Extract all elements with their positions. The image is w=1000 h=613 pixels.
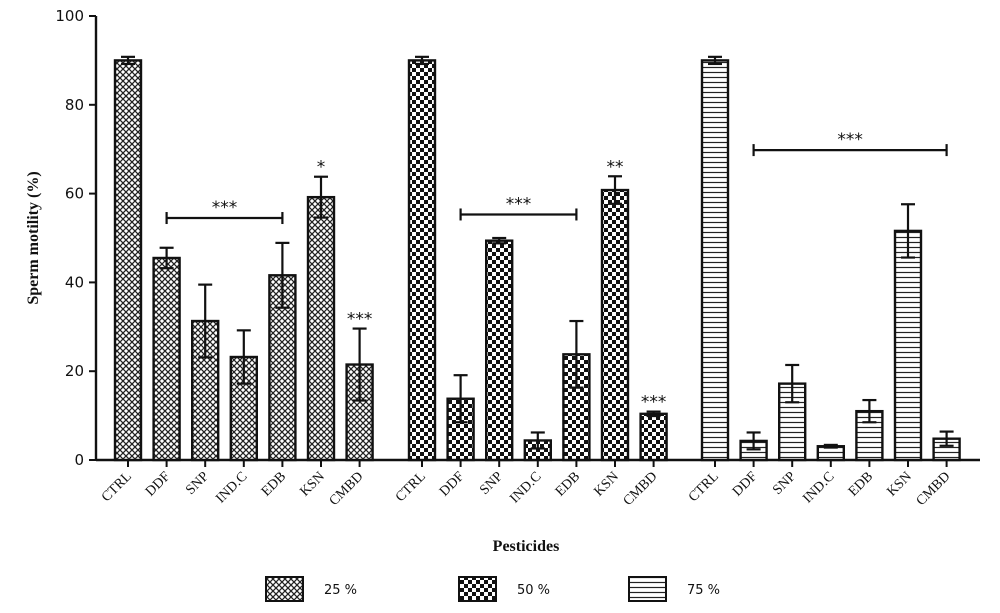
- x-tick-label: KSN: [884, 469, 914, 499]
- bar-2-ksn: [893, 229, 923, 462]
- y-tick-label: 80: [65, 96, 84, 114]
- legend-label: 25 %: [324, 583, 357, 598]
- bar-0-snp: [190, 319, 220, 462]
- legend-swatch: [628, 576, 667, 602]
- legend: 25 % 50 % 75 %: [265, 576, 720, 602]
- x-tick-label: SNP: [183, 469, 212, 498]
- bracket-label: ***: [212, 198, 238, 218]
- x-tick-label: CMBD: [327, 469, 367, 509]
- legend-swatch: [265, 576, 304, 602]
- x-tick-label: DDF: [143, 469, 174, 500]
- bracket-label: ***: [837, 130, 863, 150]
- legend-swatch: [458, 576, 497, 602]
- legend-label: 75 %: [687, 583, 720, 598]
- significance-annotations: ******************: [165, 130, 948, 413]
- x-tick-label: EDB: [259, 469, 289, 499]
- x-tick-label: SNP: [477, 469, 506, 498]
- x-tick-label: EDB: [846, 469, 876, 499]
- x-tick-label: CTRL: [393, 469, 429, 505]
- x-tick-label: DDF: [730, 469, 761, 500]
- x-tick-label: SNP: [770, 469, 799, 498]
- bar-0-ksn: [306, 195, 336, 462]
- y-tick-label: 0: [74, 451, 84, 469]
- y-axis-title: Sperm motility (%): [25, 171, 42, 304]
- bar-1-snp: [485, 239, 514, 462]
- bracket-label: ***: [506, 194, 532, 214]
- x-tick-label: KSN: [297, 469, 327, 499]
- x-tick-label: EDB: [553, 469, 583, 499]
- y-tick-label: 100: [55, 7, 84, 25]
- x-tick-label: IND.C: [213, 469, 250, 506]
- significance-star: **: [607, 157, 624, 177]
- bar-1-ksn: [600, 188, 630, 462]
- legend-label: 50 %: [517, 583, 550, 598]
- x-tick-label: CMBD: [914, 469, 954, 509]
- bar-1-ctrl: [407, 59, 437, 462]
- x-tick-label: CTRL: [686, 469, 722, 505]
- bar-0-ctrl: [113, 59, 143, 462]
- bar-0-ddf: [152, 256, 181, 462]
- significance-star: ***: [347, 310, 373, 330]
- x-tick-label: KSN: [591, 469, 621, 499]
- significance-star: ***: [641, 393, 667, 413]
- bars: [113, 55, 961, 462]
- bar-2-edb: [855, 409, 884, 462]
- bar-2-ctrl: [700, 59, 730, 462]
- significance-star: *: [317, 158, 326, 178]
- y-tick-label: 60: [65, 185, 84, 203]
- x-tick-label: CMBD: [621, 469, 661, 509]
- x-axis-title: Pesticides: [493, 538, 560, 555]
- y-tick-label: 20: [65, 362, 84, 380]
- x-tick-label: IND.C: [507, 469, 544, 506]
- x-tick-label: IND.C: [800, 469, 837, 506]
- y-tick-label: 40: [65, 273, 84, 291]
- bar-1-cmbd: [639, 412, 668, 462]
- x-tick-label: CTRL: [99, 469, 135, 505]
- x-tick-label: DDF: [437, 469, 468, 500]
